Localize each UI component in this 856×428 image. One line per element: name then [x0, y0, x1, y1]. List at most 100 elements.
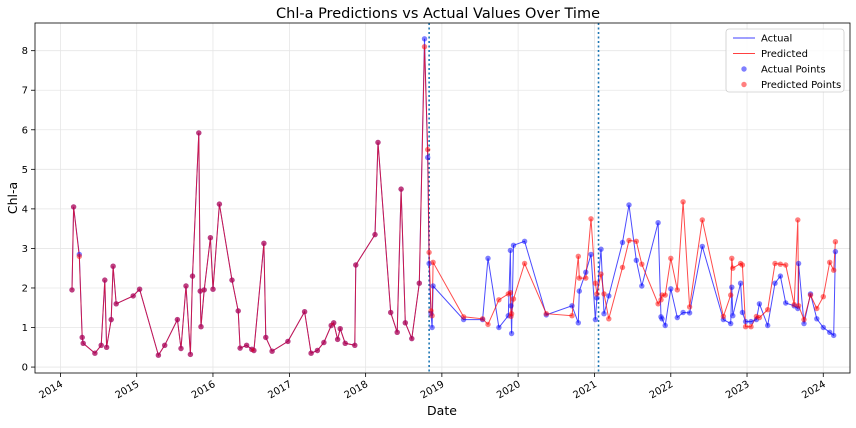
- actual-point: [739, 309, 746, 316]
- predicted-point: [765, 307, 771, 313]
- predicted-point: [388, 309, 394, 316]
- series-layer: [71, 38, 836, 357]
- predicted-point: [814, 305, 820, 312]
- x-tick-label: 2015: [114, 379, 142, 401]
- actual-point: [485, 255, 491, 261]
- actual-line: [71, 38, 836, 357]
- predicted-point: [598, 271, 604, 277]
- predicted-point: [162, 342, 168, 348]
- chart-title: Chl-a Predictions vs Actual Values Over …: [276, 6, 600, 22]
- predicted-point: [569, 313, 575, 319]
- predicted-point: [352, 342, 358, 348]
- predicted-point: [174, 316, 181, 323]
- x-tick-label: 2024: [800, 379, 828, 401]
- predicted-point: [720, 313, 727, 320]
- actual-point: [777, 273, 784, 279]
- predicted-point: [430, 259, 436, 265]
- predicted-point: [479, 316, 486, 322]
- predicted-point: [728, 292, 734, 298]
- actual-point: [430, 283, 436, 289]
- predicted-point: [207, 235, 214, 241]
- predicted-point: [102, 277, 108, 283]
- predicted-point: [80, 340, 86, 346]
- predicted-point: [416, 280, 422, 286]
- predicted-point: [791, 301, 797, 308]
- x-tick-label: 2016: [190, 379, 218, 401]
- predicted-point: [686, 304, 693, 310]
- predicted-point: [301, 309, 308, 315]
- predicted-point: [827, 259, 833, 265]
- actual-point: [680, 309, 686, 316]
- actual-point: [699, 243, 705, 250]
- predicted-point: [353, 262, 359, 268]
- actual-point: [583, 269, 589, 275]
- actual-point: [728, 320, 734, 327]
- y-axis-label: Chl-a: [5, 182, 20, 214]
- predicted-point: [342, 340, 348, 346]
- predicted-point: [402, 320, 408, 326]
- x-tick-label: 2017: [266, 379, 294, 401]
- predicted-point: [251, 347, 257, 354]
- predicted-point: [730, 265, 736, 271]
- actual-point: [783, 300, 789, 306]
- actual-point: [742, 318, 749, 325]
- predicted-point: [235, 308, 241, 314]
- legend-label: Actual: [761, 34, 792, 45]
- predicted-point: [772, 260, 778, 267]
- predicted-point: [425, 146, 431, 153]
- predicted-point: [183, 283, 189, 289]
- predicted-point: [334, 336, 341, 343]
- predicted-point: [508, 311, 515, 317]
- predicted-point: [70, 204, 77, 210]
- predicted-point: [426, 249, 432, 256]
- predicted-point: [196, 130, 202, 136]
- actual-point: [592, 316, 599, 323]
- predicted-point: [639, 261, 645, 267]
- predicted-point: [739, 262, 746, 268]
- actual-point: [820, 324, 826, 331]
- predicted-point: [155, 352, 162, 358]
- predicted-point: [742, 324, 749, 330]
- actual-point: [686, 310, 693, 316]
- predicted-point: [92, 350, 98, 356]
- predicted-point: [795, 217, 801, 223]
- predicted-point: [210, 286, 216, 292]
- predicted-point: [510, 296, 517, 302]
- predicted-point: [594, 291, 600, 297]
- predicted-point: [680, 199, 686, 205]
- legend-label: Predicted: [761, 49, 808, 60]
- predicted-point: [807, 292, 814, 298]
- predicted-point: [237, 345, 243, 351]
- actual-point: [737, 280, 744, 286]
- legend-label: Actual Points: [761, 65, 826, 76]
- predicted-point: [130, 293, 136, 299]
- actual-point: [814, 316, 820, 322]
- x-axis-label: Date: [427, 403, 457, 418]
- predicted-point: [189, 273, 196, 279]
- actual-point: [832, 248, 839, 255]
- actual-point: [594, 295, 600, 301]
- predicted-point: [832, 239, 839, 245]
- predicted-point: [201, 287, 207, 293]
- predicted-point: [198, 324, 204, 330]
- actual-point: [729, 284, 735, 290]
- actual-point: [633, 257, 639, 263]
- predicted-point: [619, 264, 626, 271]
- actual-point: [655, 220, 661, 226]
- predicted-point: [113, 301, 119, 307]
- predicted-point: [98, 342, 104, 348]
- actual-point: [772, 280, 778, 286]
- predicted-point: [748, 324, 754, 330]
- actual-point: [795, 260, 802, 267]
- legend-box: [725, 28, 845, 93]
- x-tick-label: 2018: [343, 379, 371, 401]
- predicted-point: [507, 290, 514, 296]
- y-ticks-layer: 0 1 2 3 4 5 6 7 8: [22, 46, 35, 374]
- predicted-point: [394, 329, 400, 335]
- actual-point: [429, 324, 435, 331]
- legend-items: Actual Predicted Actual Points Predicted Po…: [733, 34, 841, 91]
- actual-point: [588, 251, 594, 258]
- predicted-point: [460, 314, 467, 320]
